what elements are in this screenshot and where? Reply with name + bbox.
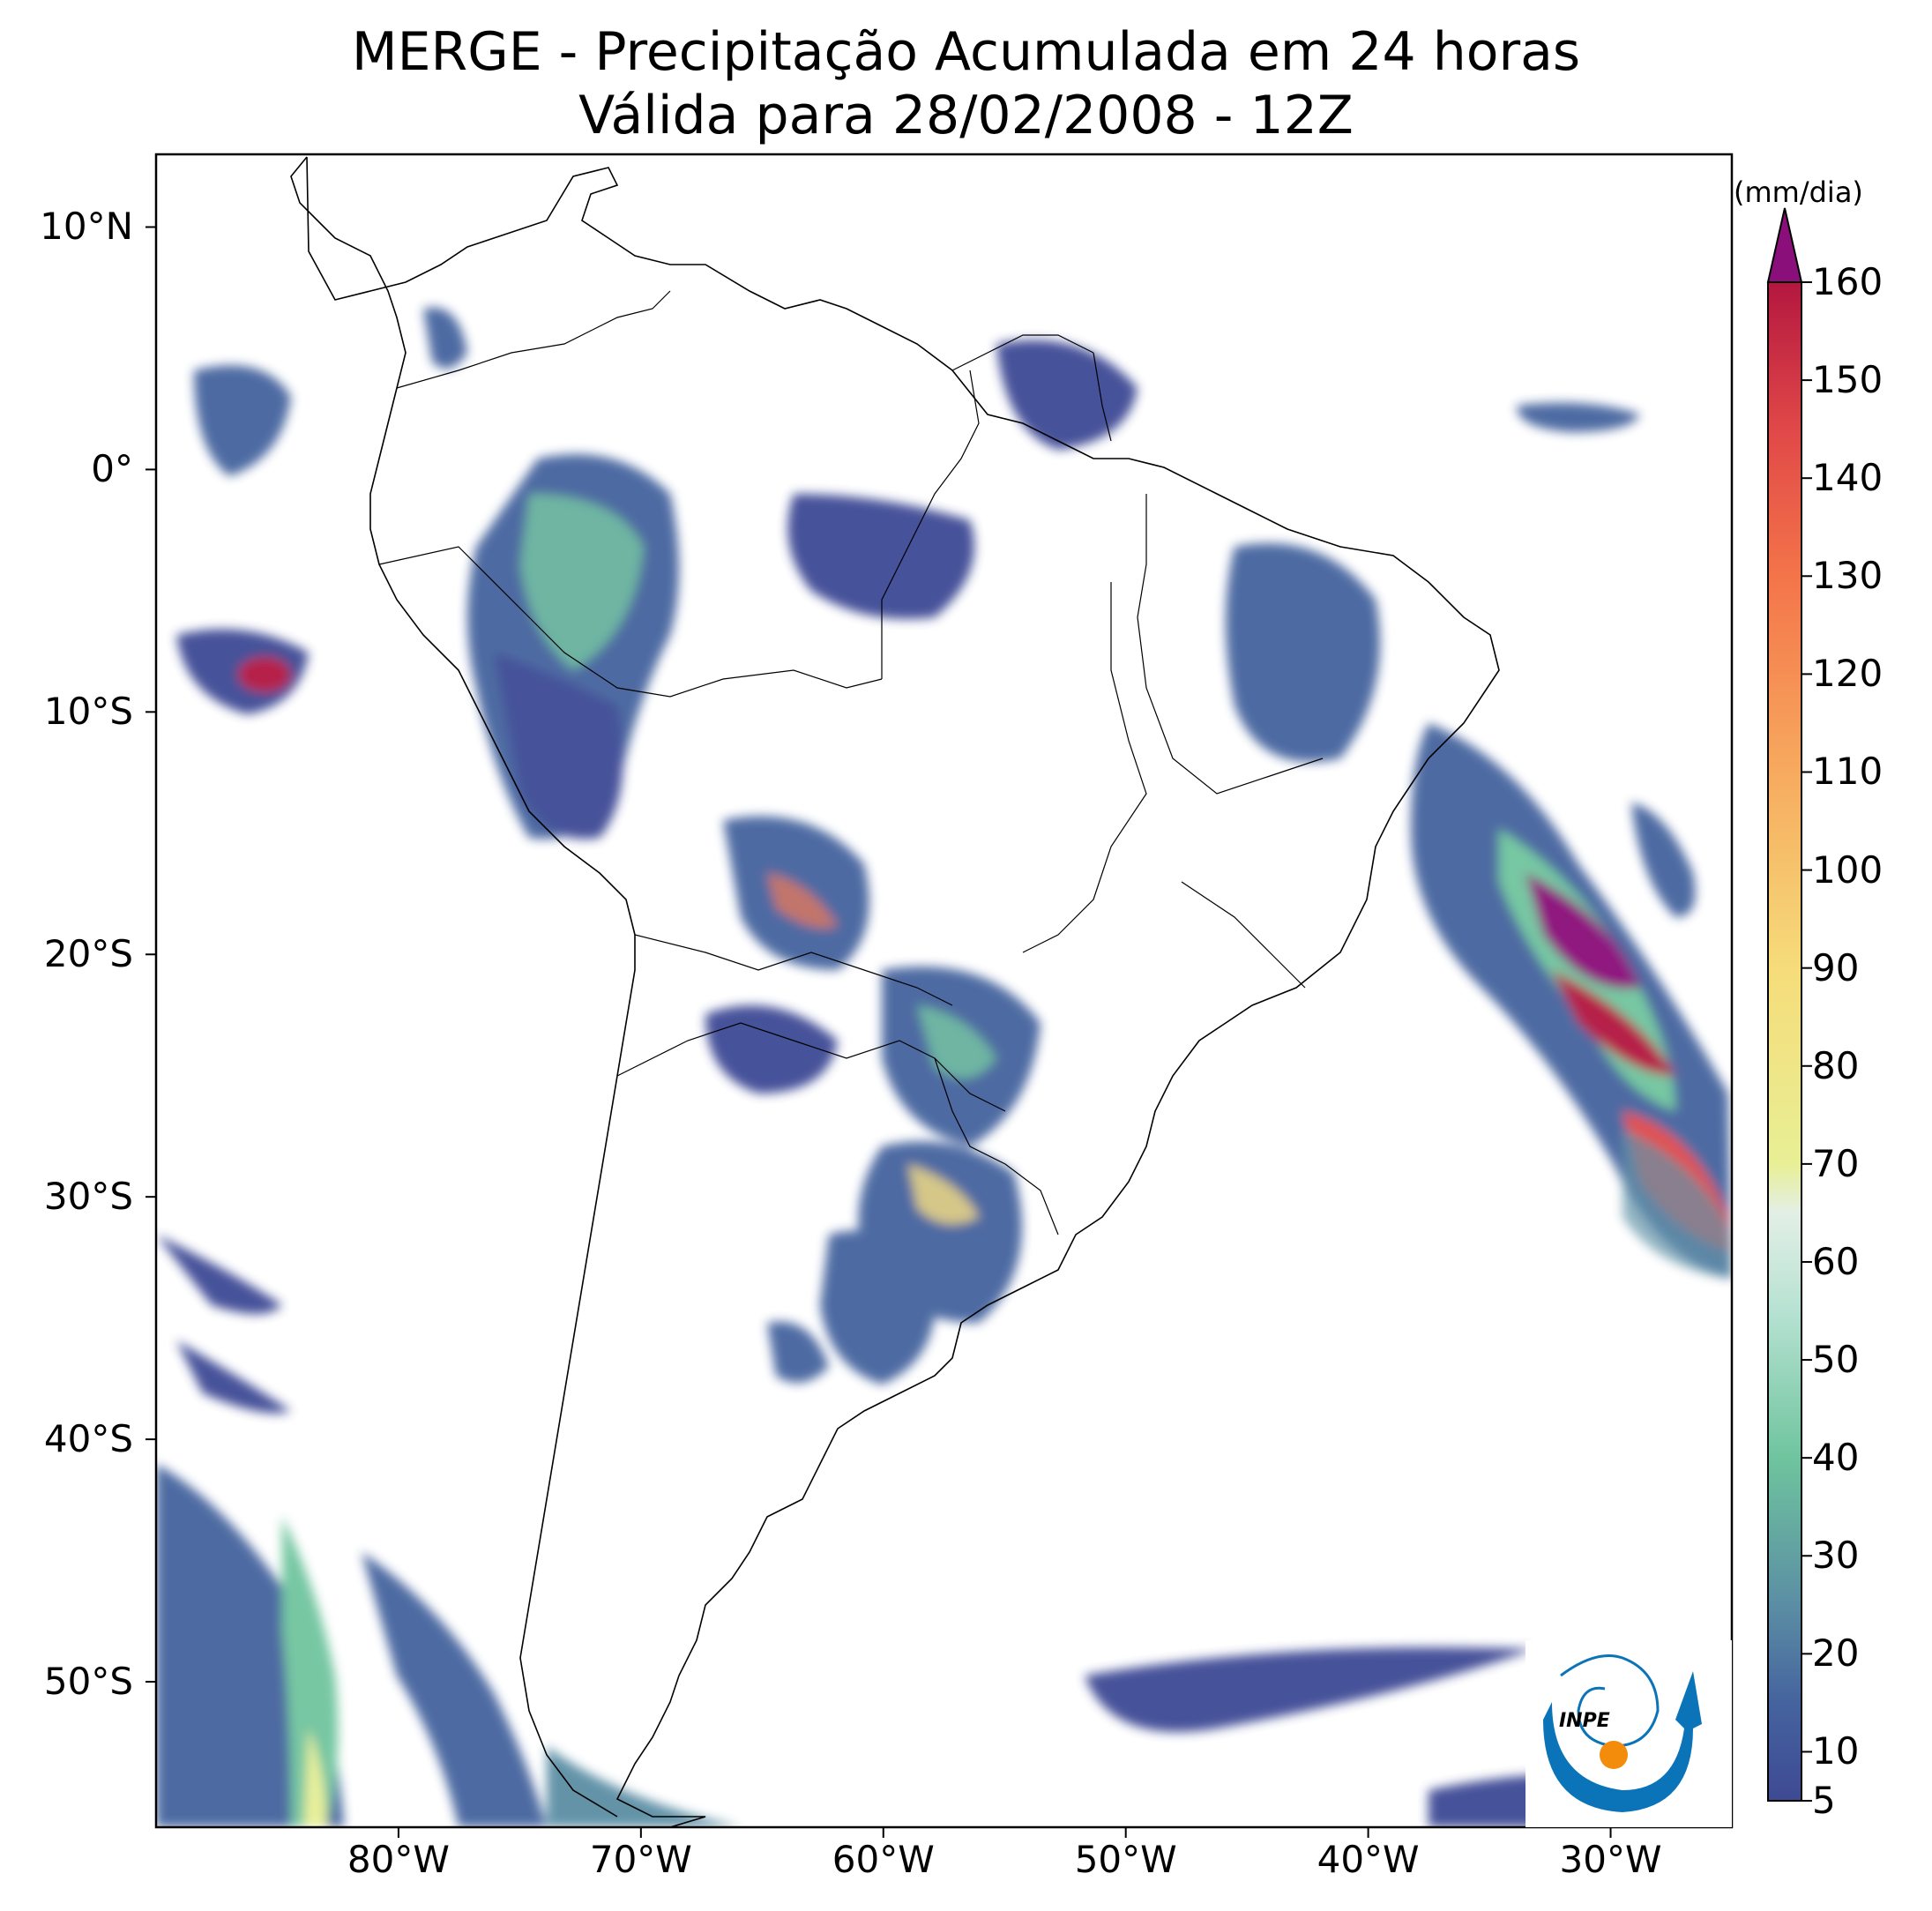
lon-tick-label: 60°W <box>832 1838 935 1881</box>
lat-tick-label: 10°N <box>40 205 133 249</box>
colorbar-tick-label: 70 <box>1812 1141 1860 1185</box>
colorbar-tick-label: 5 <box>1812 1779 1836 1822</box>
coastline <box>290 156 1500 1827</box>
inpe-logo: INPE <box>1525 1640 1732 1827</box>
map-frame <box>154 153 1734 1829</box>
lat-tick-label: 20°S <box>43 932 133 976</box>
lat-tick-label: 30°S <box>43 1175 133 1219</box>
colorbar-unit: (mm/dia) <box>1734 175 1863 209</box>
country-borders <box>378 290 1324 1235</box>
colorbar-tick-label: 60 <box>1812 1239 1860 1283</box>
colorbar-tick-label: 120 <box>1812 652 1884 696</box>
lon-tick-label: 40°W <box>1317 1838 1420 1881</box>
lon-tick-label: 70°W <box>589 1838 692 1881</box>
colorbar-tick-label: 150 <box>1812 358 1884 402</box>
colorbar-tick-label: 140 <box>1812 456 1884 500</box>
colorbar-tick-label: 20 <box>1812 1631 1860 1676</box>
lat-ticks <box>145 226 156 1683</box>
colorbar-tick-label: 40 <box>1812 1436 1860 1480</box>
colorbar-tick-label: 100 <box>1812 847 1884 892</box>
lon-ticks <box>397 1827 1612 1838</box>
title-line-1: MERGE - Precipitação Acumulada em 24 hor… <box>351 21 1581 83</box>
lon-tick-label: 50°W <box>1074 1838 1177 1881</box>
colorbar-tick-label: 80 <box>1812 1043 1860 1087</box>
lat-tick-label: 50°S <box>43 1660 133 1704</box>
colorbar-tick-label: 50 <box>1812 1338 1860 1382</box>
inpe-logo-text: INPE <box>1559 1710 1610 1732</box>
precipitation-field <box>156 307 1732 1827</box>
lat-tick-label: 40°S <box>43 1417 133 1461</box>
colorbar-tick-label: 30 <box>1812 1534 1860 1578</box>
colorbar-tick-label: 90 <box>1812 945 1860 989</box>
colorbar-tick-label: 10 <box>1812 1729 1860 1773</box>
colorbar-tick-label: 130 <box>1812 554 1884 598</box>
lon-tick-label: 80°W <box>347 1838 450 1881</box>
title-line-2: Válida para 28/02/2008 - 12Z <box>578 85 1354 146</box>
lon-tick-label: 30°W <box>1559 1838 1662 1881</box>
lat-tick-label: 0° <box>91 447 133 491</box>
colorbar-tick-label: 160 <box>1812 260 1884 303</box>
colorbar <box>1766 207 1812 1802</box>
lat-tick-label: 10°S <box>43 690 133 734</box>
colorbar-tick-label: 110 <box>1812 750 1884 794</box>
